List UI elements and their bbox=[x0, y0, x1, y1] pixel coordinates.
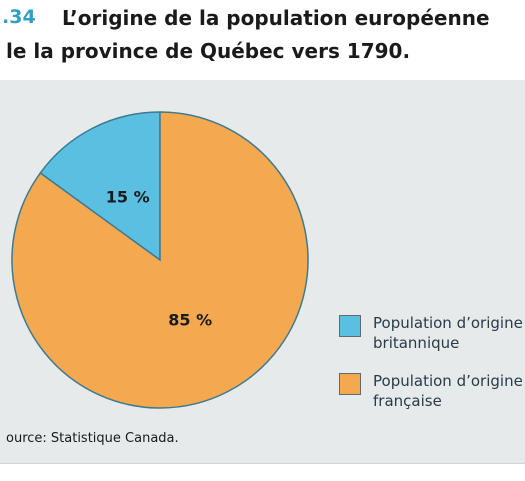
chart-title-line-1: L’origine de la population européenne bbox=[62, 6, 490, 30]
pie-slice-label-0: 15 % bbox=[106, 188, 150, 207]
pie-chart: 15 % 85 % bbox=[11, 111, 309, 409]
legend-swatch-britannique bbox=[339, 315, 361, 337]
pie-slice-1 bbox=[11, 111, 309, 409]
legend-item-francaise: Population d’origine française bbox=[339, 371, 523, 411]
figure-number: .34 bbox=[2, 6, 36, 28]
legend-label-britannique: Population d’origine britannique bbox=[373, 314, 523, 352]
pie-slice-label-1: 85 % bbox=[168, 310, 212, 329]
pie-slice-0 bbox=[39, 111, 161, 262]
chart-title-line-2: le la province de Québec vers 1790. bbox=[6, 39, 411, 63]
legend-label-francaise: Population d’origine française bbox=[373, 372, 523, 410]
legend-swatch-francaise bbox=[339, 373, 361, 395]
bottom-strip bbox=[0, 463, 525, 481]
header: .34 L’origine de la population européenn… bbox=[0, 0, 525, 80]
source-note: ource: Statistique Canada. bbox=[6, 431, 179, 446]
legend-item-britannique: Population d’origine britannique bbox=[339, 313, 523, 353]
